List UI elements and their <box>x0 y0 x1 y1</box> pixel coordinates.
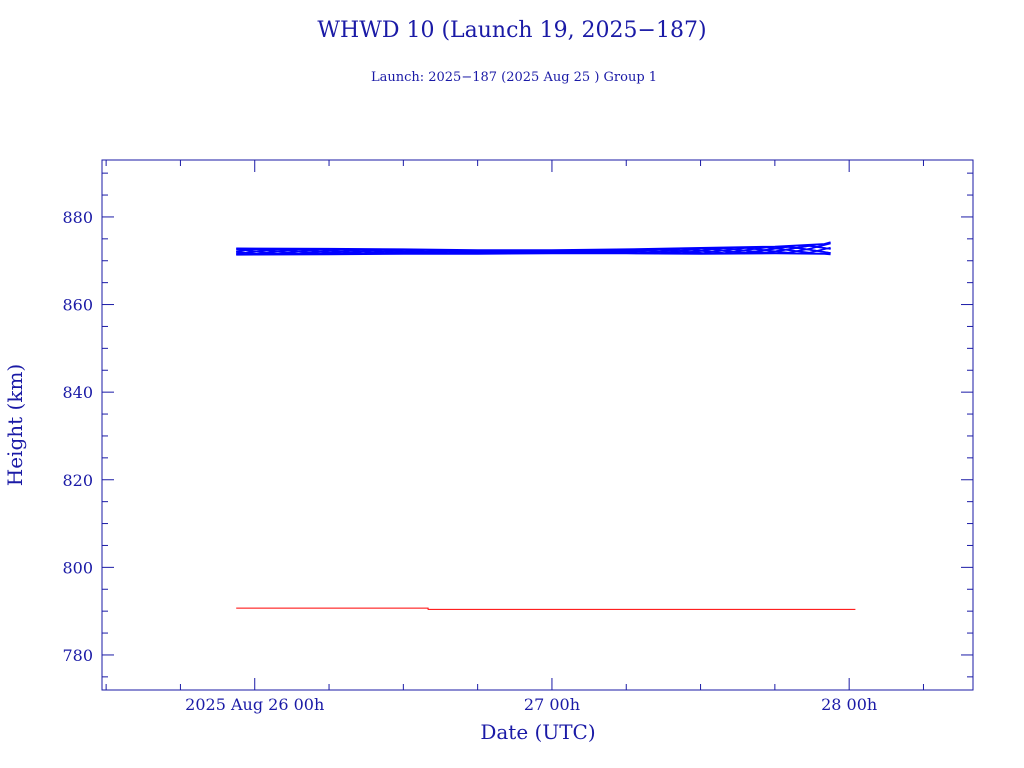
y-axis-label: Height (km) <box>3 364 27 486</box>
y-tick-label: 800 <box>62 558 93 577</box>
y-axis: 780 800 820 840 860 880 <box>62 172 973 678</box>
x-axis-label: Date (UTC) <box>480 720 595 744</box>
series-layer <box>236 241 856 610</box>
blue-height-trace <box>236 244 831 255</box>
chart-title: WHWD 10 (Launch 19, 2025−187) <box>317 18 706 43</box>
chart-subtitle: Launch: 2025−187 (2025 Aug 25 ) Group 1 <box>371 70 657 85</box>
y-tick-label: 820 <box>62 471 93 490</box>
x-tick-label: 2025 Aug 26 00h <box>185 695 324 714</box>
x-axis: 2025 Aug 26 00h 27 00h 28 00h <box>105 160 924 714</box>
blue-trace-lower-edge <box>236 252 831 256</box>
blue-trace-upper-edge <box>236 241 831 252</box>
y-tick-label: 860 <box>62 296 93 315</box>
y-tick-label: 880 <box>62 208 93 227</box>
y-tick-label: 840 <box>62 383 93 402</box>
x-tick-label: 28 00h <box>821 695 877 714</box>
red-height-line <box>236 607 856 610</box>
x-tick-label: 27 00h <box>524 695 580 714</box>
plot-frame <box>101 159 974 691</box>
y-tick-label: 780 <box>62 646 93 665</box>
